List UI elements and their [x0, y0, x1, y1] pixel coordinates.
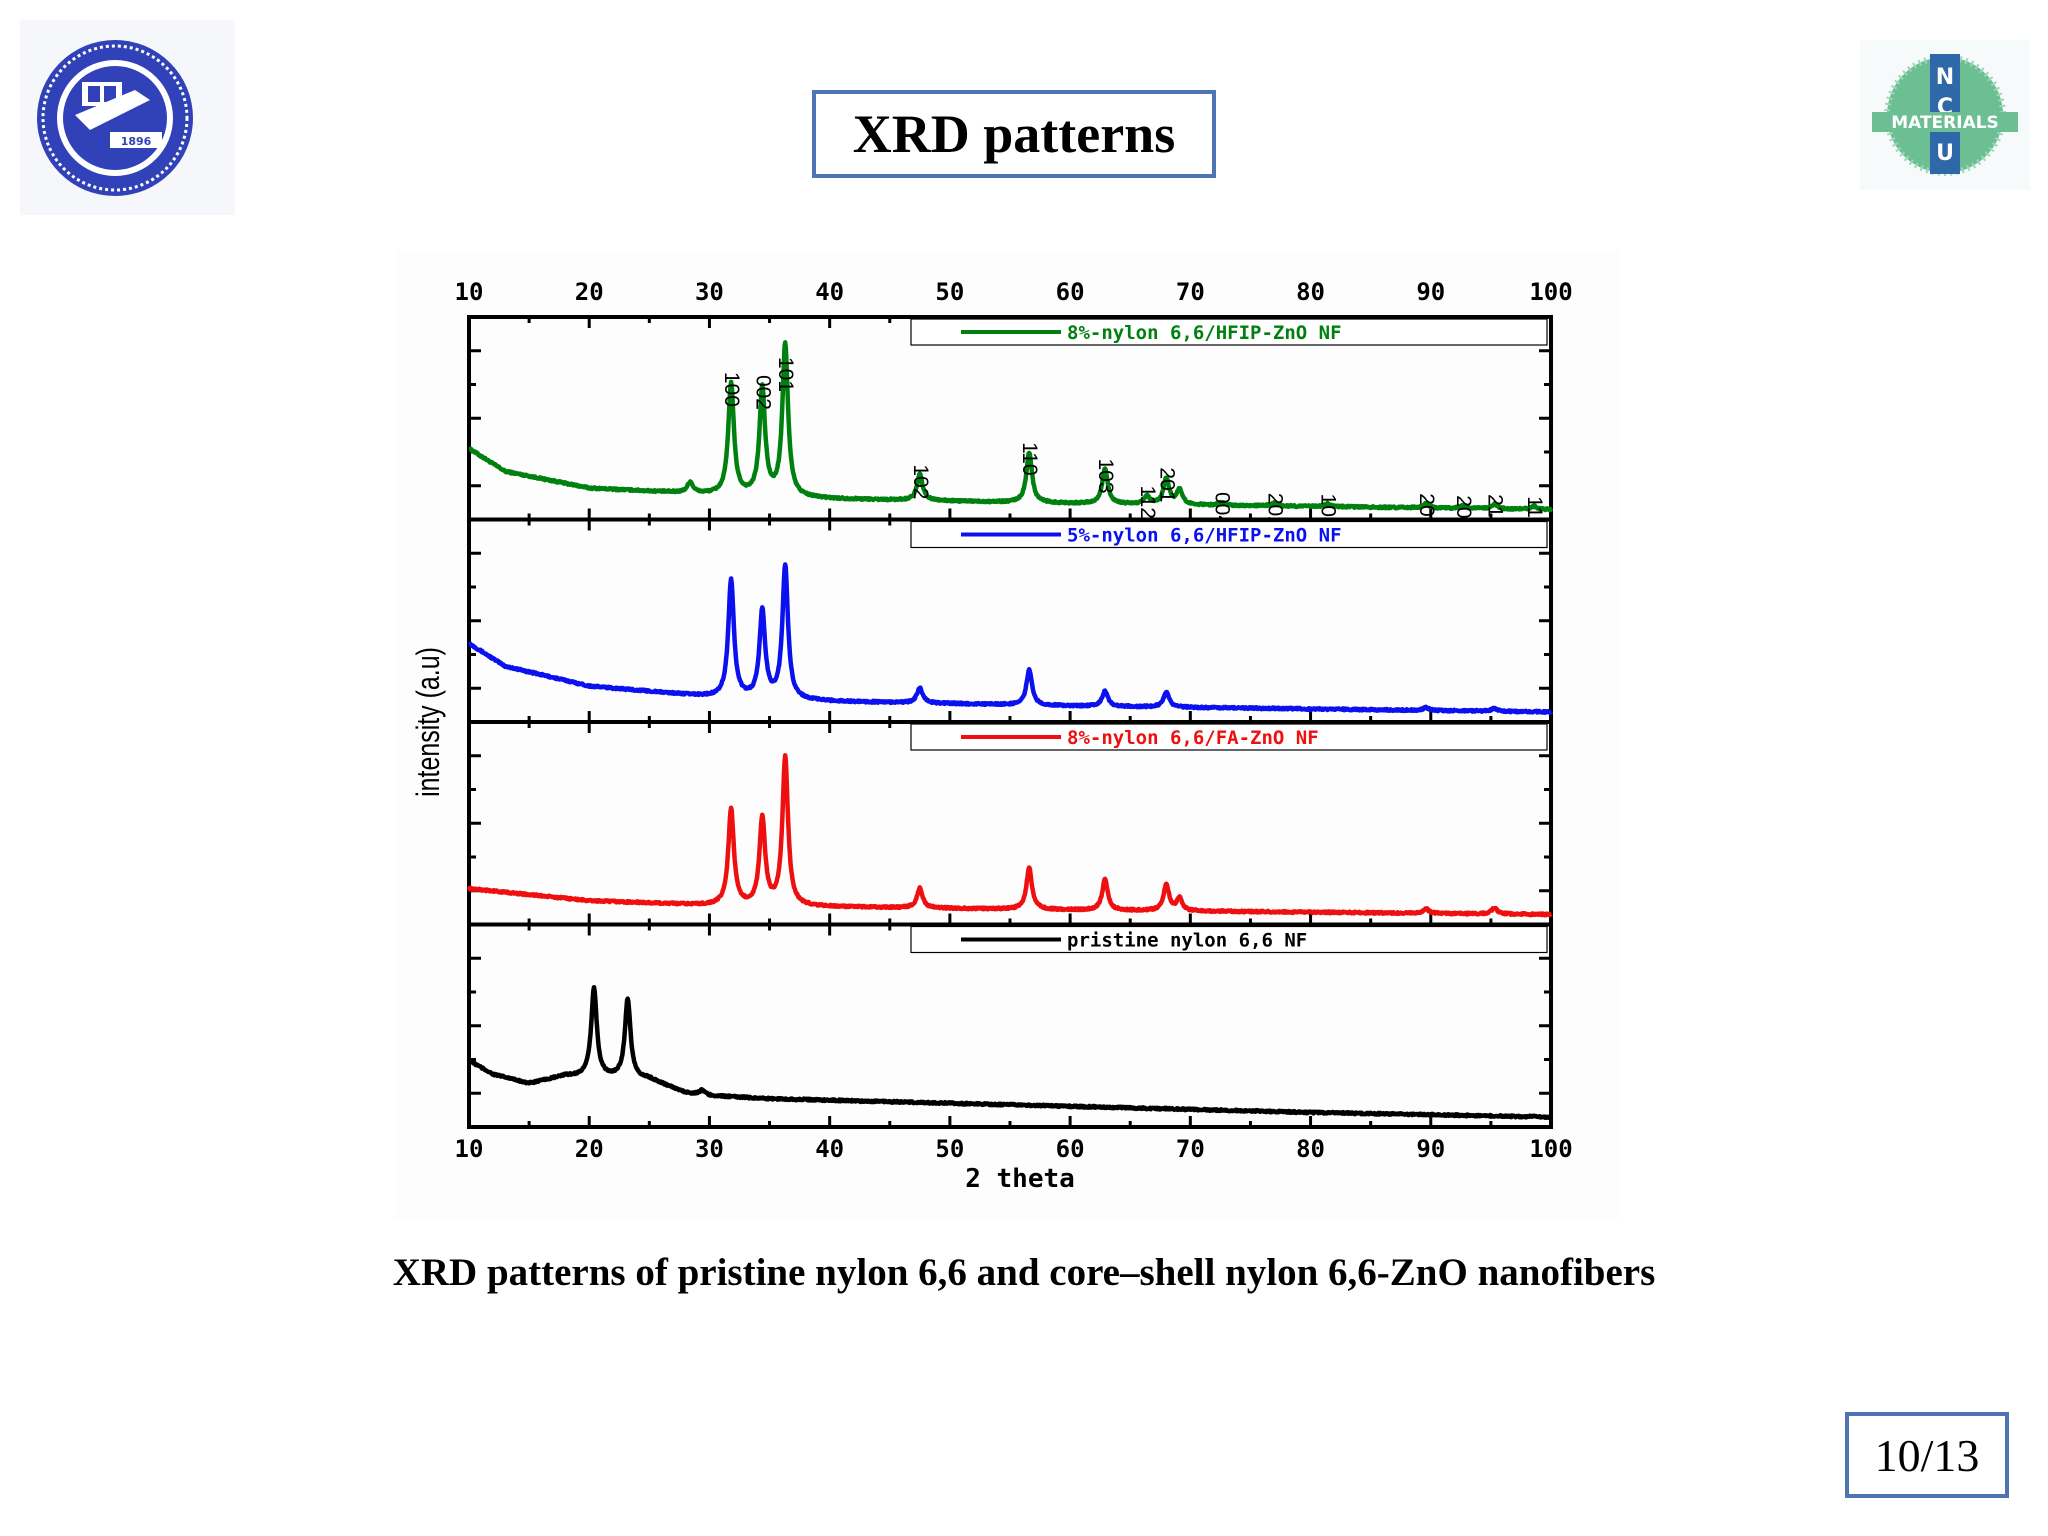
- peak-label: 002: [751, 375, 774, 410]
- figure-caption: XRD patterns of pristine nylon 6,6 and c…: [392, 1251, 1656, 1294]
- x-tick-label-top: 60: [1056, 278, 1085, 306]
- series-line: [467, 562, 1553, 716]
- y-axis-label: intensity (a.u): [411, 647, 447, 797]
- peak-label: 101: [774, 357, 797, 392]
- peak-label: 112: [1136, 486, 1159, 519]
- peak-label: 110: [1018, 442, 1041, 475]
- legend-label: 8%-nylon 6,6/HFIP-ZnO NF: [1067, 322, 1342, 344]
- x-tick-label-bottom: 60: [1056, 1135, 1085, 1163]
- university-seal-logo: 1896: [20, 20, 235, 215]
- legend-label: 8%-nylon 6,6/FA-ZnO NF: [1067, 727, 1319, 749]
- x-tick-label-bottom: 10: [455, 1135, 484, 1163]
- series-line: [467, 984, 1553, 1121]
- slide-title: XRD patterns: [812, 90, 1216, 178]
- series-line: [467, 340, 1554, 513]
- page-number: 10/13: [1845, 1412, 2009, 1498]
- series-line: [466, 753, 1553, 918]
- x-tick-label-top: 30: [695, 278, 724, 306]
- x-tick-label-bottom: 80: [1296, 1135, 1325, 1163]
- x-tick-label-top: 70: [1176, 278, 1205, 306]
- legend-box: [910, 520, 1548, 549]
- x-tick-label-top: 40: [815, 278, 844, 306]
- x-tick-label-bottom: 90: [1416, 1135, 1445, 1163]
- panel-frame: [467, 720, 1553, 927]
- university-seal-icon: 1896: [37, 40, 193, 196]
- xrd-chart: 10 10 20 20 30 30 40 40 50 50 60 60 70 70 80 80 90 90 100 1…: [411, 278, 1573, 1194]
- x-tick-label-top: 90: [1416, 278, 1445, 306]
- x-tick-label-top: 20: [575, 278, 604, 306]
- x-tick-label-bottom: 70: [1176, 1135, 1205, 1163]
- x-tick-label-bottom: 40: [815, 1135, 844, 1163]
- x-tick-label-bottom: 50: [935, 1135, 964, 1163]
- peak-label: 201: [1155, 467, 1178, 502]
- x-tick-label-bottom: 20: [575, 1135, 604, 1163]
- ncu-materials-logo-icon: N C U MATERIALS: [1872, 54, 2018, 176]
- peak-label: 102: [909, 464, 932, 499]
- x-tick-label-top: 10: [455, 278, 484, 306]
- x-tick-label-top: 50: [935, 278, 964, 306]
- legend-label: 5%-nylon 6,6/HFIP-ZnO NF: [1067, 525, 1342, 547]
- svg-text:U: U: [1936, 141, 1954, 166]
- materials-logo: N C U MATERIALS: [1860, 40, 2030, 190]
- peak-label: 103: [1094, 458, 1117, 493]
- peak-label: 100: [720, 372, 743, 407]
- x-tick-label-bottom: 30: [695, 1135, 724, 1163]
- x-tick-label-top: 80: [1296, 278, 1325, 306]
- seal-year: 1896: [121, 135, 152, 148]
- svg-text:N: N: [1936, 65, 1954, 90]
- materials-logo-text: MATERIALS: [1891, 113, 1999, 133]
- x-tick-label-top: 100: [1529, 278, 1572, 306]
- legend-label: pristine nylon 6,6 NF: [1067, 930, 1307, 952]
- x-axis-label: 2 theta: [965, 1164, 1075, 1194]
- x-tick-label-bottom: 100: [1529, 1135, 1572, 1163]
